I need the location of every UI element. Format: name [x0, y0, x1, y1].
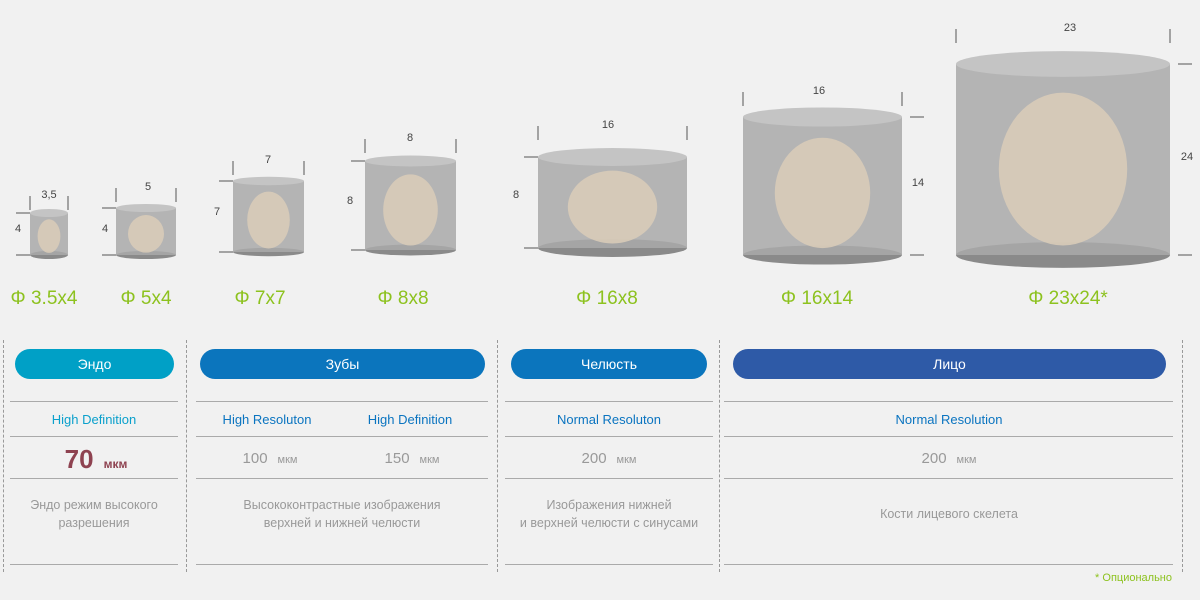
anatomy-image	[247, 191, 290, 249]
row-divider	[505, 478, 713, 479]
diameter-label: 8	[407, 132, 413, 144]
row-divider	[10, 478, 178, 479]
height-label: 24	[1181, 151, 1193, 163]
resolution-jaw: 200 мкм	[581, 450, 637, 467]
column-divider	[497, 340, 498, 572]
fov-cylinder: 77	[214, 154, 305, 257]
row-divider	[196, 401, 488, 402]
resolution-teeth-hr: 100 мкм	[242, 450, 298, 467]
row-divider	[724, 478, 1173, 479]
diameter-label: 16	[602, 119, 614, 131]
anatomy-image	[37, 219, 61, 253]
height-label: 14	[912, 177, 924, 189]
description-teeth: Высококонтрастные изображения верхней и н…	[243, 498, 441, 530]
anatomy-image	[774, 137, 871, 249]
row-divider	[10, 436, 178, 437]
anatomy-image	[383, 174, 438, 246]
row-divider	[505, 436, 713, 437]
fov-label: Φ 8x8	[377, 288, 429, 309]
height-label: 7	[214, 206, 220, 218]
height-label: 8	[513, 189, 519, 201]
resolution-face: 200 мкм	[921, 450, 977, 467]
fov-cylinder: 3,54	[15, 189, 69, 259]
column-divider	[719, 340, 720, 572]
column-divider	[1182, 340, 1183, 572]
mode-teeth-hr: High Resoluton	[222, 412, 312, 427]
row-divider	[196, 564, 488, 565]
mode-face: Normal Resolution	[895, 412, 1003, 427]
row-divider	[10, 564, 178, 565]
diameter-label: 5	[145, 181, 151, 193]
category-teeth: Зубы	[200, 349, 485, 379]
row-divider	[724, 401, 1173, 402]
row-divider	[196, 478, 488, 479]
resolution-endo: 70 мкм	[64, 444, 128, 474]
fov-label: Φ 3.5x4	[10, 288, 78, 309]
description-endo: Эндо режим высокого разрешения	[30, 498, 158, 530]
height-label: 8	[347, 195, 353, 207]
anatomy-image	[998, 92, 1128, 246]
fov-label: Φ 7x7	[234, 288, 286, 309]
fov-label: Φ 23x24*	[1028, 288, 1108, 309]
row-divider	[10, 401, 178, 402]
fov-cylinder: 23 24	[955, 22, 1193, 268]
anatomy-image	[128, 215, 164, 253]
row-divider	[724, 564, 1173, 565]
height-label: 4	[15, 223, 21, 235]
fov-cylinder: 54	[102, 181, 177, 259]
diameter-label: 23	[1064, 22, 1076, 34]
description-face: Кости лицевого скелета	[880, 507, 1018, 521]
mode-teeth-hd: High Definition	[367, 412, 453, 427]
row-divider	[724, 436, 1173, 437]
fov-cylinder: 88	[347, 132, 457, 256]
row-divider	[196, 436, 488, 437]
mode-jaw: Normal Resoluton	[556, 412, 662, 427]
fov-cylinder: 16 8	[513, 119, 688, 257]
fov-label: Φ 5x4	[120, 288, 172, 309]
footnote: * Опционально	[1095, 572, 1172, 584]
category-endo: Эндо	[15, 349, 174, 379]
row-divider	[505, 401, 713, 402]
anatomy-image	[567, 170, 658, 244]
diameter-label: 7	[265, 154, 271, 166]
diameter-label: 3,5	[41, 189, 56, 201]
mode-endo: High Definition	[51, 412, 137, 427]
description-jaw: Изображения нижней и верхней челюсти с си…	[519, 498, 699, 530]
category-jaw: Челюсть	[511, 349, 707, 379]
row-divider	[505, 564, 713, 565]
fov-label: Φ 16x8	[576, 288, 638, 309]
fov-label: Φ 16x14	[780, 288, 854, 309]
column-divider	[3, 340, 4, 572]
height-label: 4	[102, 223, 108, 235]
resolution-teeth-hd: 150 мкм	[384, 450, 440, 467]
diameter-label: 16	[813, 85, 825, 97]
category-face: Лицо	[733, 349, 1166, 379]
column-divider	[186, 340, 187, 572]
